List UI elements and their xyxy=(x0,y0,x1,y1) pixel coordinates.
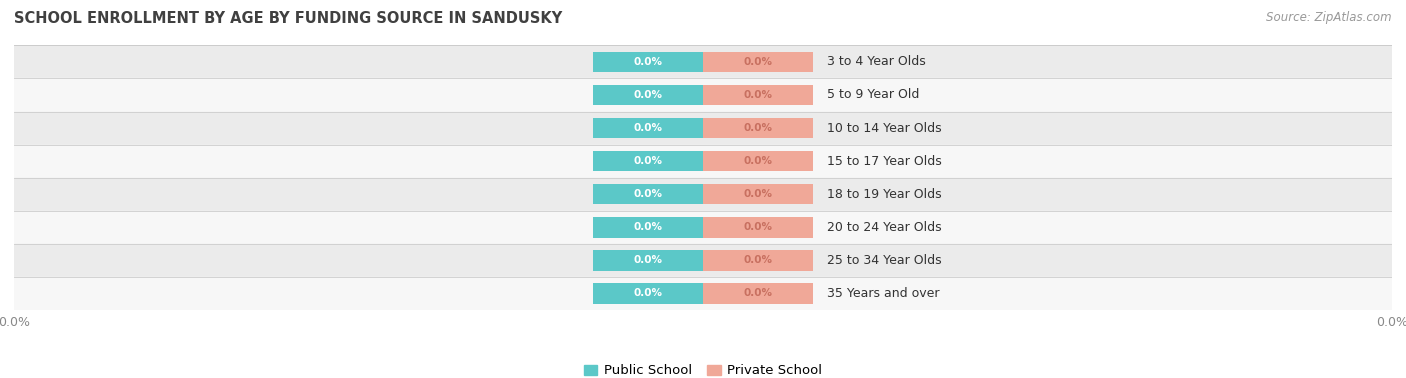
Bar xyxy=(703,52,813,72)
Bar xyxy=(14,145,1392,178)
Text: 0.0%: 0.0% xyxy=(744,123,773,133)
Bar xyxy=(703,217,813,237)
Bar xyxy=(703,85,813,105)
Bar xyxy=(14,112,1392,145)
Text: Source: ZipAtlas.com: Source: ZipAtlas.com xyxy=(1267,11,1392,24)
Bar xyxy=(14,178,1392,211)
Bar xyxy=(593,118,703,138)
Text: 20 to 24 Year Olds: 20 to 24 Year Olds xyxy=(827,221,942,234)
Text: 0.0%: 0.0% xyxy=(744,57,773,67)
Bar xyxy=(593,184,703,204)
Text: 0.0%: 0.0% xyxy=(633,123,662,133)
Bar xyxy=(14,79,1392,112)
Text: 0.0%: 0.0% xyxy=(633,222,662,232)
Bar xyxy=(703,118,813,138)
Text: 5 to 9 Year Old: 5 to 9 Year Old xyxy=(827,88,920,101)
Text: 0.0%: 0.0% xyxy=(633,156,662,166)
Bar xyxy=(14,211,1392,244)
Text: 0.0%: 0.0% xyxy=(744,288,773,298)
Bar xyxy=(593,151,703,171)
Bar xyxy=(593,250,703,271)
Bar xyxy=(703,151,813,171)
Bar xyxy=(703,283,813,304)
Text: 0.0%: 0.0% xyxy=(744,90,773,100)
Text: 10 to 14 Year Olds: 10 to 14 Year Olds xyxy=(827,122,942,135)
Text: 3 to 4 Year Olds: 3 to 4 Year Olds xyxy=(827,56,925,68)
Text: 25 to 34 Year Olds: 25 to 34 Year Olds xyxy=(827,254,942,267)
Text: 0.0%: 0.0% xyxy=(633,189,662,199)
Text: SCHOOL ENROLLMENT BY AGE BY FUNDING SOURCE IN SANDUSKY: SCHOOL ENROLLMENT BY AGE BY FUNDING SOUR… xyxy=(14,11,562,26)
Text: 0.0%: 0.0% xyxy=(633,90,662,100)
Bar xyxy=(593,283,703,304)
Text: 0.0%: 0.0% xyxy=(744,256,773,265)
Text: 0.0%: 0.0% xyxy=(633,57,662,67)
Text: 15 to 17 Year Olds: 15 to 17 Year Olds xyxy=(827,155,942,167)
Bar xyxy=(593,85,703,105)
Bar xyxy=(14,277,1392,310)
Text: 0.0%: 0.0% xyxy=(744,189,773,199)
Text: 35 Years and over: 35 Years and over xyxy=(827,287,939,300)
Bar xyxy=(703,184,813,204)
Text: 0.0%: 0.0% xyxy=(633,288,662,298)
Text: 0.0%: 0.0% xyxy=(633,256,662,265)
Bar xyxy=(14,45,1392,79)
Bar xyxy=(593,217,703,237)
Legend: Public School, Private School: Public School, Private School xyxy=(578,359,828,378)
Bar xyxy=(14,244,1392,277)
Bar xyxy=(593,52,703,72)
Text: 0.0%: 0.0% xyxy=(744,156,773,166)
Text: 0.0%: 0.0% xyxy=(744,222,773,232)
Text: 18 to 19 Year Olds: 18 to 19 Year Olds xyxy=(827,188,942,201)
Bar xyxy=(703,250,813,271)
